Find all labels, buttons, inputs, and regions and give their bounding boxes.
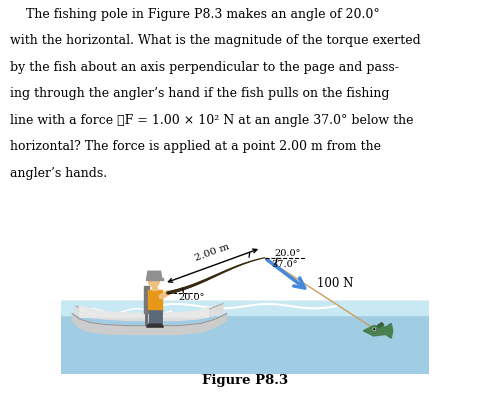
Text: angler’s hands.: angler’s hands. (10, 167, 107, 179)
Text: 20.0°: 20.0° (275, 249, 301, 258)
Polygon shape (149, 313, 161, 324)
Circle shape (148, 276, 159, 287)
Text: 20.0°: 20.0° (178, 293, 204, 302)
Polygon shape (80, 306, 208, 317)
Polygon shape (152, 287, 157, 291)
Circle shape (373, 328, 375, 330)
Polygon shape (73, 314, 227, 334)
Polygon shape (385, 324, 392, 338)
Text: Figure P8.3: Figure P8.3 (202, 374, 288, 387)
Text: The fishing pole in Figure P8.3 makes an angle of 20.0°: The fishing pole in Figure P8.3 makes an… (10, 8, 380, 21)
Polygon shape (76, 304, 223, 320)
Polygon shape (61, 300, 429, 374)
Text: 37.0°: 37.0° (271, 260, 297, 269)
Polygon shape (377, 323, 384, 327)
Polygon shape (147, 291, 162, 309)
Polygon shape (147, 324, 164, 327)
Polygon shape (149, 309, 161, 313)
Polygon shape (147, 271, 162, 279)
Text: 100 N: 100 N (317, 277, 353, 289)
Text: by the fish about an axis perpendicular to the page and pass-: by the fish about an axis perpendicular … (10, 61, 399, 74)
Text: line with a force ⃗F = 1.00 × 10² N at an angle 37.0° below the: line with a force ⃗F = 1.00 × 10² N at a… (10, 114, 413, 127)
Polygon shape (146, 278, 163, 280)
Polygon shape (363, 326, 385, 336)
Text: 2.00 m: 2.00 m (193, 242, 230, 263)
Polygon shape (144, 309, 162, 313)
Text: ing through the angler’s hand if the fish pulls on the fishing: ing through the angler’s hand if the fis… (10, 87, 389, 100)
Polygon shape (144, 286, 149, 309)
Text: with the horizontal. What is the magnitude of the torque exerted: with the horizontal. What is the magnitu… (10, 34, 420, 47)
Text: horizontal? The force is applied at a point 2.00 m from the: horizontal? The force is applied at a po… (10, 140, 381, 153)
Circle shape (374, 329, 375, 330)
Polygon shape (61, 300, 429, 315)
